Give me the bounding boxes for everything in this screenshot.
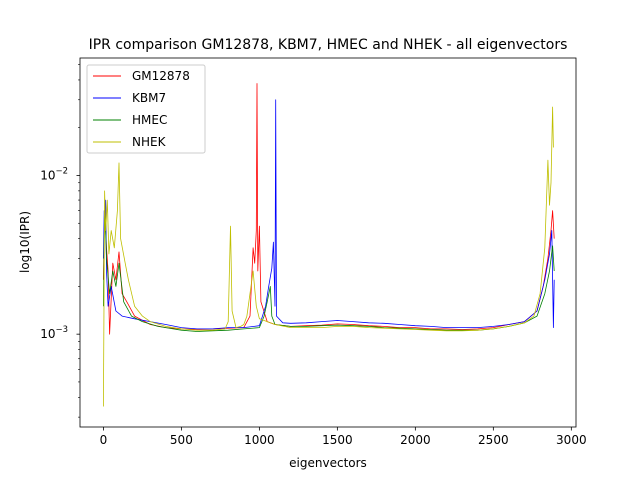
legend-box: [86, 64, 206, 154]
series-line-nhek: [103, 106, 554, 407]
legend-label-kbm7: KBM7: [132, 91, 166, 105]
x-tick-label: 1500: [322, 433, 353, 447]
legend-label-gm12878: GM12878: [132, 69, 190, 83]
series-layer: [103, 83, 555, 407]
x-tick-label: 3000: [556, 433, 587, 447]
y-axis-ticks: 10−3 10−2: [40, 64, 80, 418]
chart-title: IPR comparison GM12878, KBM7, HMEC and N…: [89, 37, 568, 53]
x-tick-label: 2500: [478, 433, 509, 447]
y-tick-label: 10−3: [40, 325, 68, 341]
legend-label-hmec: HMEC: [132, 113, 167, 127]
x-axis-label: eigenvectors: [289, 456, 367, 470]
x-tick-label: 1000: [244, 433, 275, 447]
x-tick-label: 500: [170, 433, 193, 447]
legend: GM12878 KBM7 HMEC NHEK: [86, 64, 206, 154]
x-axis-ticks: 0 500 1000 1500 2000 2500 3000: [100, 427, 587, 447]
x-tick-label: 2000: [400, 433, 431, 447]
y-tick-label: 10−2: [40, 166, 68, 182]
series-line-kbm7: [103, 99, 555, 330]
plot-frame: [79, 57, 577, 428]
x-tick-label: 0: [100, 433, 108, 447]
y-axis-label: log10(IPR): [18, 211, 32, 273]
legend-label-nhek: NHEK: [132, 135, 167, 149]
series-line-gm12878: [103, 83, 555, 335]
